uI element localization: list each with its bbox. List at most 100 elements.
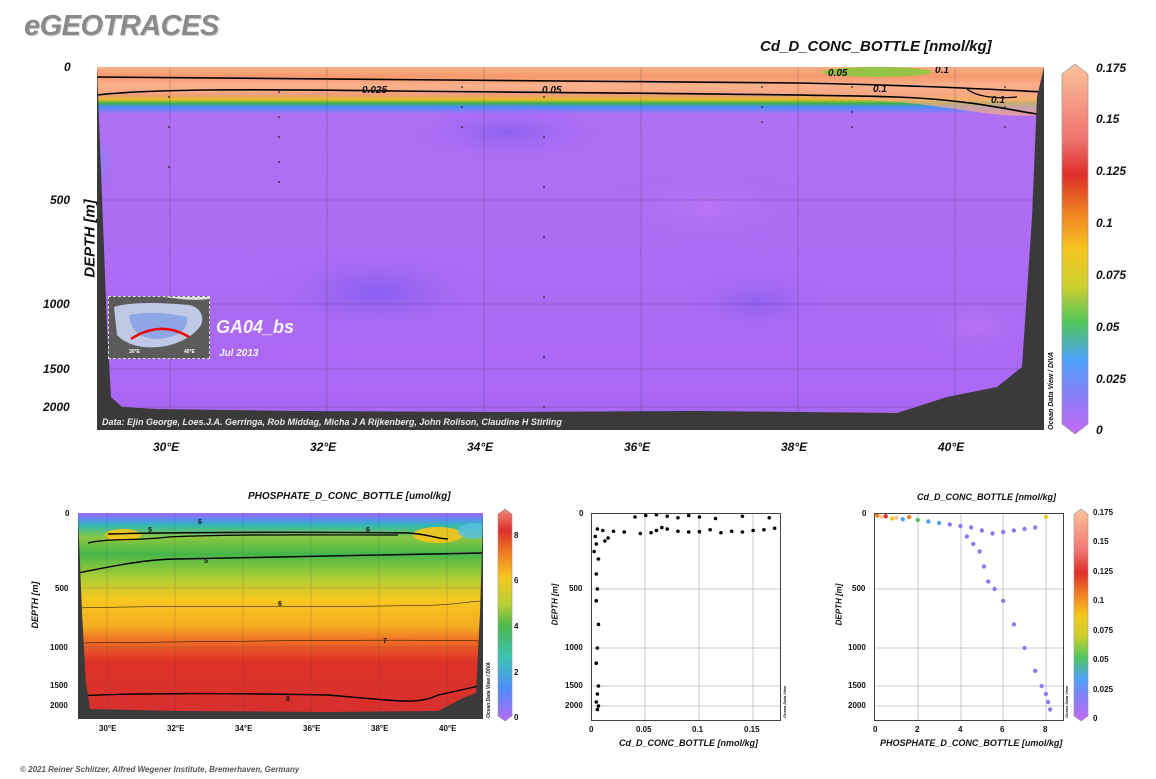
data-point: [649, 530, 653, 535]
data-point: [894, 515, 899, 520]
phos-colorbar-tick: 0: [514, 713, 519, 722]
main-x-tick: 32°E: [310, 440, 337, 454]
data-point: [986, 579, 991, 584]
data-point: [1039, 683, 1044, 689]
phos-x-tick: 40°E: [439, 724, 457, 733]
odv-watermark: Ocean Data View / DIVA: [486, 662, 492, 718]
data-point: [592, 549, 596, 554]
data-point: [676, 515, 680, 520]
scatter-phos-x-tick: 6: [1000, 725, 1005, 734]
data-point: [595, 527, 600, 531]
data-point: [740, 530, 745, 534]
colorbar-tick: 0.125: [1096, 164, 1127, 178]
phos-y-tick: 1500: [50, 681, 68, 690]
scatter-cd-y-tick: 1500: [565, 681, 583, 690]
phos-x-tick: 32°E: [167, 724, 185, 733]
data-point: [594, 661, 599, 665]
scatter-colorbar-tick: 0.15: [1093, 537, 1109, 546]
data-point: [1011, 622, 1017, 627]
data-point: [654, 528, 659, 533]
data-point: [594, 542, 599, 546]
data-point: [594, 599, 599, 603]
contour-label: 0.025: [362, 85, 388, 96]
main-x-tick: 40°E: [938, 440, 965, 454]
data-point: [1033, 525, 1038, 530]
scatter-phos-svg: [874, 513, 1063, 720]
scatter-phos-colorbar: [1072, 508, 1090, 722]
scatter-colorbar-tick: 0.025: [1093, 685, 1114, 694]
odv-watermark: Ocean Data View: [782, 685, 787, 718]
data-point: [762, 527, 766, 532]
phosphate-plot-title: PHOSPHATE_D_CONC_BOTTLE [umol/kg]: [248, 491, 451, 502]
cruise-label: GA04_bs: [216, 317, 295, 337]
data-point: [947, 522, 952, 527]
scatter-cd-x-tick: 0: [589, 725, 594, 734]
phosphate-y-axis-label: DEPTH [m]: [30, 581, 40, 629]
contour-label: 0.1: [873, 84, 887, 95]
data-point: [660, 525, 664, 530]
main-x-tick: 30°E: [153, 440, 180, 454]
scatter-colorbar-tick: 0: [1093, 714, 1098, 723]
data-point: [719, 530, 723, 535]
data-point: [713, 516, 718, 521]
data-point: [1011, 528, 1017, 533]
colorbar-tick: 0.075: [1096, 268, 1127, 282]
scatter-cd-plot[interactable]: [591, 512, 781, 721]
data-point: [595, 646, 600, 650]
scatter-colorbar-tick: 0.05: [1093, 655, 1109, 664]
main-section-svg: [97, 67, 1044, 430]
colorbar-tick: 0.025: [1096, 372, 1127, 386]
data-point: [654, 512, 659, 517]
data-point: [596, 704, 601, 708]
data-point: [1000, 529, 1006, 535]
data-point: [593, 534, 598, 539]
data-point: [1022, 526, 1027, 532]
scatter-phos-y-tick: 2000: [848, 701, 866, 710]
data-point: [915, 517, 920, 523]
phos-colorbar: [496, 508, 514, 722]
data-point: [697, 515, 702, 519]
colorbar-tick: 0.05: [1096, 320, 1120, 334]
data-point: [600, 528, 605, 533]
data-point: [889, 516, 895, 521]
data-point: [906, 514, 912, 520]
main-x-tick: 34°E: [467, 440, 494, 454]
inset-tick: 40°E: [184, 349, 195, 355]
scatter-cd-y-tick: 1000: [565, 643, 583, 652]
scatter-cd-y-label: DEPTH [m]: [550, 583, 560, 626]
data-point: [1022, 645, 1027, 651]
scatter-phos-x-tick: 4: [958, 725, 963, 734]
scatter-phos-title: Cd_D_CONC_BOTTLE [nmol/kg]: [917, 492, 1057, 502]
phos-contour-label: 8: [286, 696, 290, 703]
data-point: [968, 525, 974, 530]
main-y-tick: 500: [50, 193, 71, 207]
data-point: [926, 519, 931, 524]
phos-colorbar-tick: 4: [514, 622, 519, 631]
data-point: [686, 513, 691, 518]
scatter-cd-svg: [592, 512, 780, 720]
phos-colorbar-tick: 2: [514, 668, 519, 677]
scatter-cd-x-tick: 0.15: [744, 725, 760, 734]
phos-contour-label: 5: [148, 527, 152, 534]
data-point: [595, 587, 600, 591]
phos-contour-label: 6: [366, 527, 370, 534]
scatter-colorbar-tick: 0.125: [1093, 567, 1114, 576]
phos-x-tick: 38°E: [371, 724, 389, 733]
phosphate-section-plot[interactable]: 6 5 6 5 6 7 8: [78, 513, 483, 719]
data-point: [595, 692, 600, 696]
copyright-footer: © 2021 Reiner Schlitzer, Alfred Wegener …: [20, 765, 300, 774]
main-section-plot[interactable]: 0.05 0.1 0.025 0.05 0.1 0.1 30°E 40°E GA…: [97, 67, 1044, 430]
phos-y-tick: 500: [55, 584, 69, 593]
scatter-phos-y-tick: 1500: [848, 681, 866, 690]
data-point: [979, 528, 985, 533]
contour-label: 0.1: [935, 67, 949, 76]
data-point: [883, 514, 888, 519]
scatter-phos-x-tick: 0: [873, 725, 878, 734]
contour-label: 0.1: [991, 95, 1005, 106]
scatter-phos-plot[interactable]: [874, 513, 1064, 721]
phos-y-tick: 0: [65, 509, 70, 518]
main-colorbar: [1060, 62, 1090, 436]
phos-y-tick: 2000: [50, 701, 68, 710]
data-point: [595, 707, 600, 712]
inset-map[interactable]: 30°E 40°E: [108, 296, 210, 359]
